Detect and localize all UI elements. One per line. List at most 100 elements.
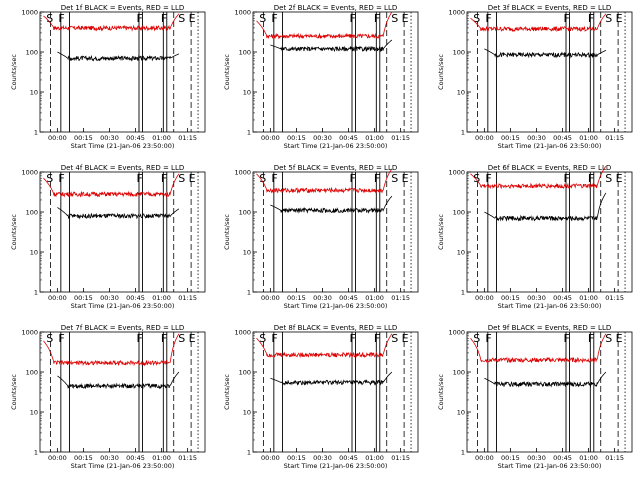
event-marker: S (46, 12, 53, 25)
x-tick-label: 01:00 (152, 454, 171, 462)
y-tick-label: 1000 (448, 169, 465, 177)
y-tick-label: 10 (30, 89, 38, 97)
y-axis-label: Counts/sec (223, 374, 231, 410)
event-marker: F (374, 172, 380, 185)
chart-title: Det 2f BLACK = Events, RED = LLD (274, 4, 397, 12)
chart-title: Det 4f BLACK = Events, RED = LLD (61, 164, 184, 172)
event-marker: F (485, 172, 491, 185)
x-tick-label: 00:45 (553, 454, 572, 462)
y-tick-label: 1 (34, 449, 38, 457)
event-marker: S (473, 12, 480, 25)
y-tick-label: 1000 (234, 169, 251, 177)
event-marker: E (616, 332, 623, 345)
event-marker: F (271, 12, 277, 25)
x-tick-label: 00:30 (527, 294, 546, 302)
event-marker: E (616, 172, 623, 185)
y-tick-label: 100 (239, 369, 251, 377)
y-tick-label: 1000 (448, 9, 465, 17)
y-tick-label: 100 (453, 49, 465, 57)
event-marker: S (473, 172, 480, 185)
plot-frame (39, 11, 206, 133)
lld-series-line (256, 11, 393, 40)
lld-series-line (256, 168, 393, 194)
y-tick-label: 10 (457, 89, 465, 97)
chart-panel-5: Det 5f BLACK = Events, RED = LLD 1 10 100 10… (223, 164, 419, 310)
chart-panel-9: Det 9f BLACK = Events, RED = LLD 1 10 100 10… (437, 324, 633, 470)
events-series-line (270, 195, 393, 214)
x-tick-label: 00:45 (339, 294, 358, 302)
chart-panel-7: Det 7f BLACK = Events, RED = LLD 1 10 100 10… (10, 324, 206, 470)
x-tick-label: 00:30 (313, 454, 332, 462)
x-tick-label: 01:15 (605, 454, 624, 462)
event-marker: F (161, 172, 167, 185)
x-tick-label: 01:15 (391, 294, 410, 302)
y-tick-label: 100 (26, 369, 38, 377)
chart-title: Det 9f BLACK = Events, RED = LLD (488, 324, 611, 332)
y-tick-label: 10 (243, 409, 251, 417)
x-tick-label: 00:45 (339, 134, 358, 142)
x-tick-label: 00:30 (313, 294, 332, 302)
y-tick-label: 100 (26, 209, 38, 217)
x-tick-label: 01:15 (391, 134, 410, 142)
event-marker: S (178, 332, 185, 345)
x-axis-label: Start Time (21-Jan-06 23:50:00) (498, 462, 602, 470)
lld-series-line (43, 333, 180, 367)
chart-title: Det 8f BLACK = Events, RED = LLD (274, 324, 397, 332)
event-marker: S (46, 172, 53, 185)
x-tick-label: 00:45 (553, 294, 572, 302)
x-tick-label: 01:15 (605, 134, 624, 142)
y-tick-label: 1000 (234, 329, 251, 337)
y-axis-label: Counts/sec (437, 374, 445, 410)
event-marker: F (485, 332, 491, 345)
lld-series-line (470, 165, 607, 190)
x-tick-label: 00:15 (287, 294, 306, 302)
y-tick-label: 10 (30, 249, 38, 257)
events-series-line (484, 48, 607, 59)
event-marker: F (350, 12, 356, 25)
y-tick-label: 1 (461, 449, 465, 457)
x-axis-label: Start Time (21-Jan-06 23:50:00) (498, 142, 602, 150)
x-tick-label: 00:15 (74, 294, 93, 302)
y-axis-label: Counts/sec (10, 54, 18, 90)
events-series-line (57, 51, 180, 62)
y-tick-label: 1 (34, 129, 38, 137)
x-tick-label: 00:00 (261, 454, 280, 462)
chart-panel-2: Det 2f BLACK = Events, RED = LLD 1 10 100 10… (223, 4, 419, 150)
x-axis-label: Start Time (21-Jan-06 23:50:00) (71, 462, 175, 470)
x-axis-label: Start Time (21-Jan-06 23:50:00) (71, 302, 175, 310)
event-marker: S (259, 332, 266, 345)
event-marker: F (271, 332, 277, 345)
y-tick-label: 1000 (21, 9, 38, 17)
chart-title: Det 5f BLACK = Events, RED = LLD (274, 164, 397, 172)
chart-panel-4: Det 4f BLACK = Events, RED = LLD 1 10 100 10… (10, 164, 206, 310)
x-tick-label: 00:15 (74, 454, 93, 462)
y-axis-label: Counts/sec (10, 214, 18, 250)
y-axis-label: Counts/sec (223, 54, 231, 90)
x-tick-label: 00:45 (126, 294, 145, 302)
event-marker: E (402, 172, 409, 185)
y-tick-label: 10 (243, 249, 251, 257)
event-marker: S (259, 12, 266, 25)
x-tick-label: 01:15 (178, 134, 197, 142)
chart-title: Det 6f BLACK = Events, RED = LLD (488, 164, 611, 172)
x-axis-label: Start Time (21-Jan-06 23:50:00) (284, 142, 388, 150)
x-tick-label: 00:45 (126, 134, 145, 142)
x-tick-label: 00:00 (48, 454, 67, 462)
event-marker: S (605, 172, 612, 185)
event-marker: F (564, 12, 570, 25)
y-tick-label: 10 (30, 409, 38, 417)
x-tick-label: 01:00 (579, 454, 598, 462)
chart-title: Det 1f BLACK = Events, RED = LLD (61, 4, 184, 12)
event-marker: S (605, 12, 612, 25)
y-tick-label: 100 (239, 49, 251, 57)
lld-series-line (43, 13, 180, 32)
event-marker: E (616, 12, 623, 25)
event-marker: E (189, 332, 196, 345)
y-tick-label: 1 (247, 289, 251, 297)
event-marker: S (46, 332, 53, 345)
chart-title: Det 3f BLACK = Events, RED = LLD (488, 4, 611, 12)
x-axis-label: Start Time (21-Jan-06 23:50:00) (284, 462, 388, 470)
event-marker: E (189, 172, 196, 185)
events-series-line (484, 371, 607, 388)
y-tick-label: 1 (247, 449, 251, 457)
